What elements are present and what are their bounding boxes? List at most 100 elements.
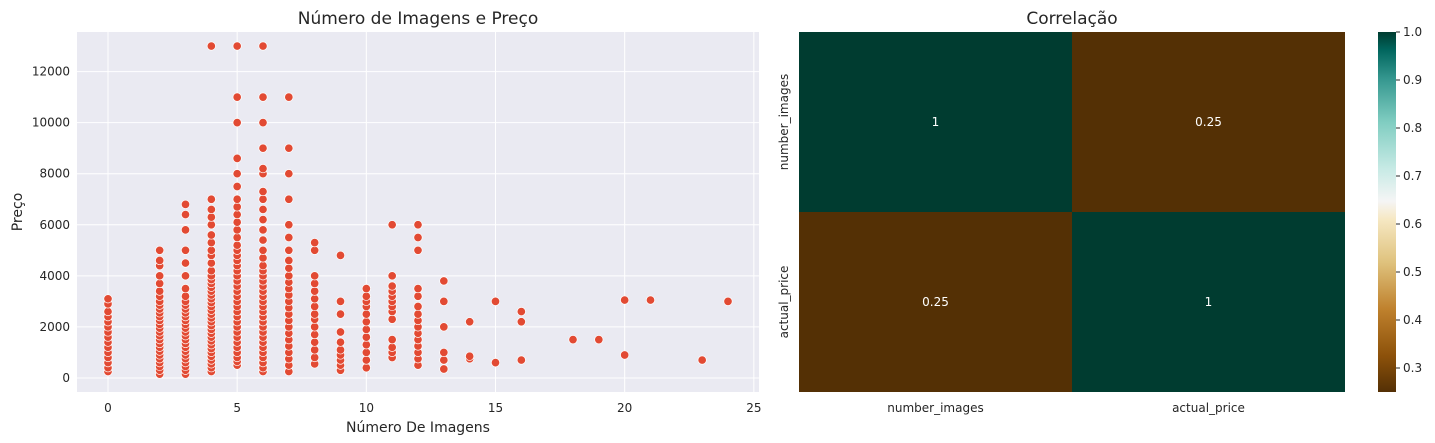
heatmap-row-label: actual_price bbox=[777, 266, 791, 339]
scatter-point bbox=[335, 345, 346, 355]
scatter-point bbox=[310, 301, 320, 312]
scatter-point bbox=[361, 332, 371, 342]
scatter-point bbox=[284, 255, 294, 266]
scatter-point bbox=[439, 296, 449, 306]
scatter-point bbox=[206, 238, 216, 248]
colorbar-tick-label: 0.6 bbox=[1403, 217, 1422, 231]
heatmap-cell bbox=[799, 212, 1072, 392]
scatter-point bbox=[310, 337, 320, 347]
heatmap-annotations: 1 0.25 0.25 1 bbox=[922, 115, 1222, 309]
x-tick-label: 25 bbox=[746, 401, 761, 415]
colorbar-tick-label: 0.3 bbox=[1403, 361, 1422, 375]
scatter-point bbox=[723, 296, 733, 306]
scatter-point bbox=[361, 284, 371, 294]
scatter-point bbox=[232, 210, 242, 220]
scatter-point bbox=[568, 335, 578, 345]
colorbar-tick-label: 1.0 bbox=[1403, 25, 1422, 39]
scatter-point bbox=[206, 41, 216, 51]
scatter-point bbox=[465, 351, 475, 361]
scatter-point bbox=[335, 309, 346, 319]
colorbar-tick-label: 0.8 bbox=[1403, 121, 1422, 135]
scatter-point bbox=[439, 364, 449, 374]
scatter-point bbox=[258, 245, 268, 255]
scatter-point bbox=[258, 41, 268, 51]
scatter-y-ticks: 0 2000 4000 6000 8000 10000 12000 bbox=[32, 65, 70, 385]
heatmap-cells bbox=[799, 32, 1345, 392]
scatter-point bbox=[361, 363, 371, 373]
heatmap-cell-annotation: 1 bbox=[932, 115, 940, 129]
scatter-point bbox=[310, 238, 320, 248]
scatter-point bbox=[180, 291, 191, 301]
scatter-point bbox=[310, 330, 320, 340]
scatter-point bbox=[103, 307, 113, 317]
scatter-point bbox=[490, 358, 501, 368]
x-tick-label: 20 bbox=[617, 401, 632, 415]
scatter-point bbox=[335, 296, 346, 306]
scatter-point bbox=[232, 232, 242, 243]
scatter-point bbox=[180, 199, 191, 209]
scatter-point bbox=[206, 194, 216, 204]
scatter-point bbox=[284, 169, 294, 179]
scatter-point bbox=[206, 245, 216, 255]
scatter-point bbox=[439, 322, 449, 332]
heatmap-cell bbox=[799, 32, 1072, 212]
scatter-point bbox=[258, 143, 268, 153]
scatter-point bbox=[413, 232, 423, 243]
scatter-point bbox=[310, 322, 320, 332]
scatter-point bbox=[361, 355, 371, 365]
y-tick-label: 6000 bbox=[39, 218, 70, 232]
scatter-point bbox=[258, 187, 268, 197]
x-tick-label: 0 bbox=[104, 401, 112, 415]
scatter-point bbox=[206, 266, 216, 276]
heatmap-labels: number_images actual_pricenumber_imagesac… bbox=[777, 74, 1245, 415]
heatmap-chart: Correlação 1 0.250.25 1 number_images actua… bbox=[777, 9, 1422, 415]
scatter-point bbox=[232, 202, 242, 212]
scatter-point bbox=[361, 291, 371, 301]
scatter-point bbox=[180, 258, 191, 268]
scatter-point bbox=[335, 337, 346, 347]
scatter-point bbox=[232, 92, 242, 102]
scatter-point bbox=[103, 294, 113, 304]
scatter-point bbox=[516, 317, 526, 327]
scatter-point bbox=[258, 164, 268, 174]
scatter-point bbox=[258, 253, 268, 263]
scatter-point bbox=[413, 245, 423, 255]
scatter-point bbox=[645, 295, 656, 305]
scatter-point bbox=[361, 317, 371, 327]
scatter-y-label: Preço bbox=[10, 193, 26, 232]
scatter-point bbox=[335, 250, 346, 260]
scatter-point bbox=[335, 327, 346, 337]
colorbar bbox=[1378, 32, 1396, 392]
scatter-point bbox=[206, 220, 216, 230]
scatter-point bbox=[620, 350, 630, 360]
scatter-point bbox=[232, 240, 242, 250]
scatter-point bbox=[594, 335, 604, 345]
scatter-point bbox=[310, 271, 320, 281]
scatter-point bbox=[413, 220, 423, 230]
y-tick-label: 4000 bbox=[39, 269, 70, 283]
scatter-point bbox=[258, 204, 268, 214]
scatter-point bbox=[620, 295, 630, 305]
scatter-point bbox=[155, 286, 165, 296]
scatter-point bbox=[284, 220, 294, 230]
scatter-point bbox=[284, 263, 294, 273]
scatter-point bbox=[232, 169, 242, 179]
scatter-point bbox=[439, 347, 449, 357]
scatter-point bbox=[258, 261, 268, 271]
scatter-point bbox=[413, 291, 423, 301]
scatter-point bbox=[284, 194, 294, 204]
heatmap-cell-annotation: 0.25 bbox=[922, 295, 949, 309]
scatter-point bbox=[439, 355, 449, 365]
heatmap-cell-annotation: 1 bbox=[1205, 295, 1213, 309]
scatter-point bbox=[258, 225, 268, 235]
scatter-point bbox=[206, 212, 216, 222]
heatmap-col-label: actual_price bbox=[1172, 401, 1245, 415]
scatter-point bbox=[258, 235, 268, 245]
scatter-point bbox=[284, 271, 294, 281]
scatter-point bbox=[516, 355, 526, 365]
scatter-point bbox=[180, 271, 191, 281]
scatter-point bbox=[284, 143, 294, 153]
scatter-point bbox=[232, 225, 242, 235]
scatter-point bbox=[516, 307, 526, 317]
scatter-point bbox=[387, 220, 397, 230]
